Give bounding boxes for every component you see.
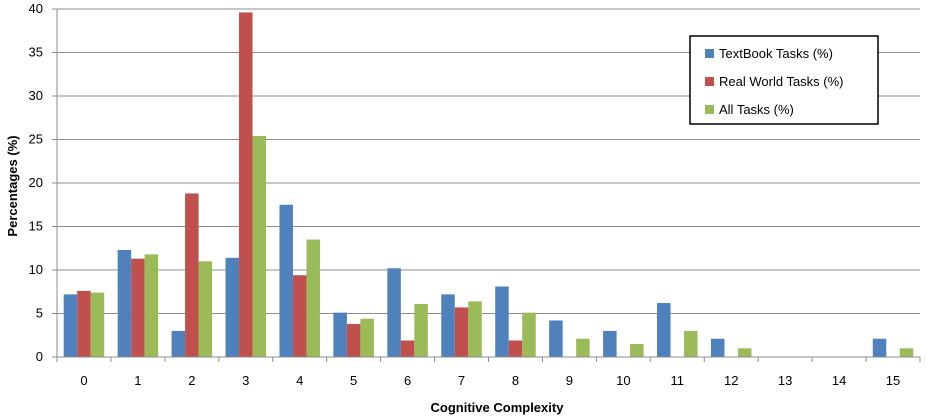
bar [441,294,455,357]
x-tick-label: 5 [350,373,357,388]
x-tick-label: 3 [242,373,249,388]
bar [360,318,374,357]
y-tick-label: 25 [29,132,43,147]
y-tick-label: 0 [36,349,43,364]
bar [737,348,752,357]
bar [684,330,698,357]
bar [549,320,563,357]
bar [387,268,401,357]
x-tick-label: 9 [566,373,573,388]
bar [252,136,267,357]
axes [52,8,921,362]
bar [603,330,617,357]
bar [333,312,347,357]
x-tick-label: 2 [188,373,195,388]
bar [400,340,415,357]
x-tick-label: 1 [134,373,141,388]
x-tick-labels: 0 1 2 3 4 5 6 7 8 9 10 11 12 13 14 15 [80,373,900,388]
x-tick-label: 10 [616,373,630,388]
x-axis-title: Cognitive Complexity [431,400,565,415]
x-tick-label: 15 [886,373,900,388]
x-tick-label: 12 [724,373,738,388]
bar [77,290,91,357]
bar [63,294,78,357]
bar [225,257,240,357]
y-tick-label: 5 [36,306,43,321]
bar [657,303,671,357]
legend: TextBook Tasks (%) Real World Tasks (%) Al… [689,35,879,125]
y-tick-label: 35 [29,45,43,60]
bar [171,330,186,357]
y-tick-labels: 0 5 10 15 20 25 30 35 40 [29,1,43,364]
legend-swatch [705,105,714,114]
y-tick-label: 20 [29,175,43,190]
legend-label: TextBook Tasks (%) [719,46,833,61]
bar [90,292,105,357]
bar [117,249,132,357]
legend-label: All Tasks (%) [719,102,794,117]
legend-swatch [705,49,714,58]
bar [468,301,482,357]
x-tick-label: 11 [671,373,685,388]
y-tick-label: 40 [29,1,43,16]
y-tick-label: 10 [29,262,43,277]
bar [454,307,469,357]
bar [239,12,253,357]
bar [279,204,293,357]
bar [346,323,361,357]
x-tick-label: 7 [458,373,465,388]
bar [630,343,644,357]
legend-swatch [705,77,714,86]
bar [144,254,159,357]
bar [292,275,307,357]
y-tick-label: 30 [29,88,43,103]
bar [508,340,523,357]
y-tick-label: 15 [29,219,43,234]
bar [198,261,213,357]
bar [522,312,536,357]
x-tick-label: 6 [404,373,411,388]
bar [131,258,145,357]
bar [899,348,914,357]
x-tick-label: 14 [832,373,846,388]
bar [495,286,509,357]
bar [306,239,320,357]
bar [710,338,725,357]
y-axis-title: Percentages (%) [5,135,20,236]
bar [872,338,887,357]
x-tick-label: 13 [778,373,792,388]
bar [576,338,590,357]
x-tick-label: 8 [512,373,519,388]
x-tick-label: 4 [296,373,303,388]
x-tick-label: 0 [80,373,87,388]
bars [63,12,914,357]
bar [414,303,428,357]
legend-label: Real World Tasks (%) [719,74,844,89]
bar [185,193,199,357]
legend-box [689,35,879,125]
